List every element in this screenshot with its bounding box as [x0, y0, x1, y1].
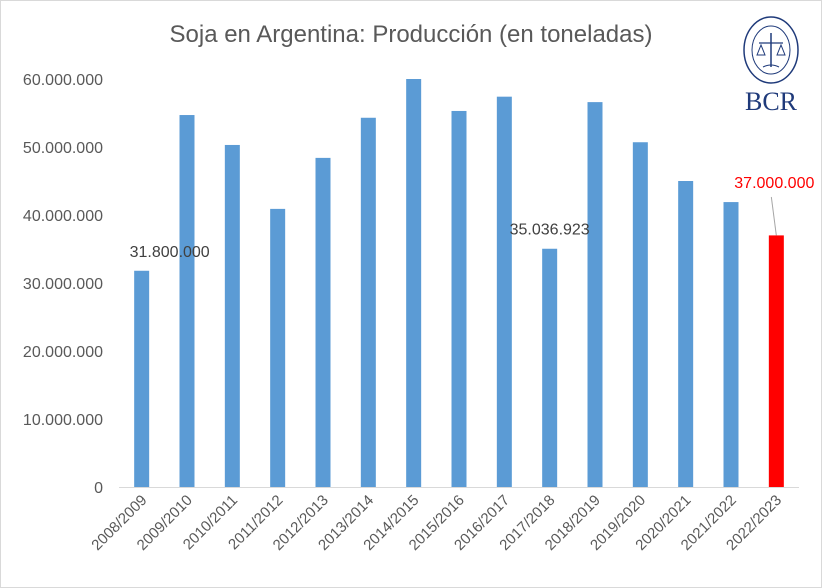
bar — [270, 208, 286, 487]
y-tick-label: 0 — [94, 480, 103, 497]
y-tick-label: 30.000.000 — [23, 276, 103, 293]
y-tick-label: 20.000.000 — [23, 344, 103, 361]
y-tick-label: 10.000.000 — [23, 412, 103, 429]
bar — [542, 248, 558, 487]
bar — [678, 181, 694, 487]
data-label: 35.036.923 — [510, 222, 590, 239]
bcr-seal-logo — [743, 16, 799, 84]
bar — [496, 96, 512, 488]
data-label: 37.000.000 — [734, 175, 814, 192]
y-tick-label: 50.000.000 — [23, 140, 103, 157]
bar — [179, 115, 195, 487]
bar — [723, 202, 739, 487]
bcr-logo-text: BCR — [744, 87, 798, 116]
bar — [360, 117, 376, 487]
bar — [451, 110, 467, 488]
bar — [224, 144, 240, 487]
bar — [315, 157, 331, 487]
y-tick-label: 40.000.000 — [23, 208, 103, 225]
bar — [406, 79, 422, 487]
bar — [768, 235, 784, 487]
data-label-leader-line — [770, 196, 777, 236]
bar — [587, 102, 603, 488]
chart-title: Soja en Argentina: Producción (en tonela… — [169, 21, 653, 48]
y-tick-label: 60.000.000 — [23, 72, 103, 89]
bar — [134, 270, 150, 487]
bar — [632, 142, 648, 488]
data-label: 31.800.000 — [130, 244, 210, 261]
